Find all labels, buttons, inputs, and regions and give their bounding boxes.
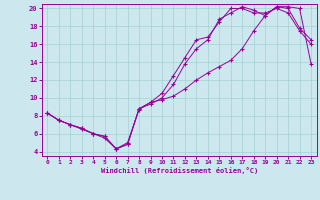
X-axis label: Windchill (Refroidissement éolien,°C): Windchill (Refroidissement éolien,°C)	[100, 167, 258, 174]
